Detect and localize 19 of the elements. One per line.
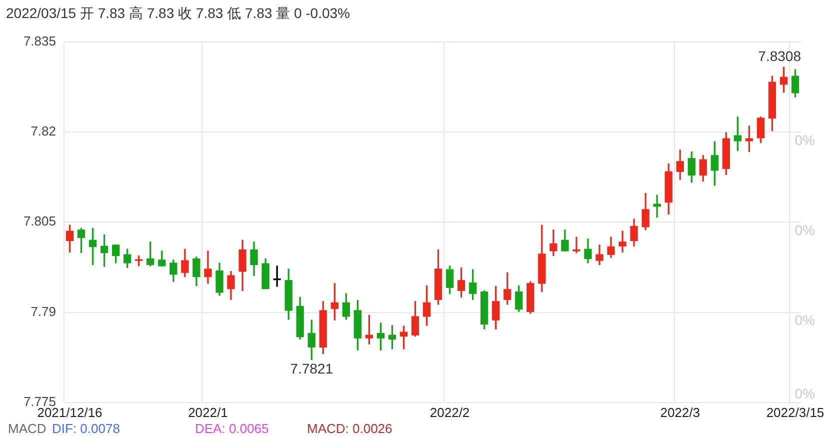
text: DIF: 0.0078: [52, 421, 120, 436]
candlestick: [572, 236, 580, 254]
y-tick-label: 7.82: [30, 124, 56, 139]
text: MACD: [8, 421, 46, 436]
y-tick-label: 7.835: [23, 33, 56, 48]
chart-title: 2022/03/15 开 7.83 高 7.83 收 7.83 低 7.83 量 0 -0.03%: [5, 4, 351, 23]
x-tick-label: 2022/1: [188, 404, 228, 420]
y-tick-label: 7.79: [30, 304, 56, 319]
candlestick: [273, 266, 281, 287]
y-tick-label: 7.805: [23, 214, 56, 229]
annotation: 7.8308: [758, 48, 802, 64]
x-tick-label: 2022/3/15: [766, 404, 824, 420]
annotation: 7.7821: [290, 360, 334, 377]
candlestick: [618, 230, 626, 252]
candlestick: [653, 194, 661, 218]
x-tick-label: 2022/2: [430, 404, 470, 420]
x-tick-label: 2022/3: [660, 404, 700, 420]
text: MACD: 0.0026: [307, 421, 392, 436]
text: DEA: 0.0065: [195, 421, 269, 436]
